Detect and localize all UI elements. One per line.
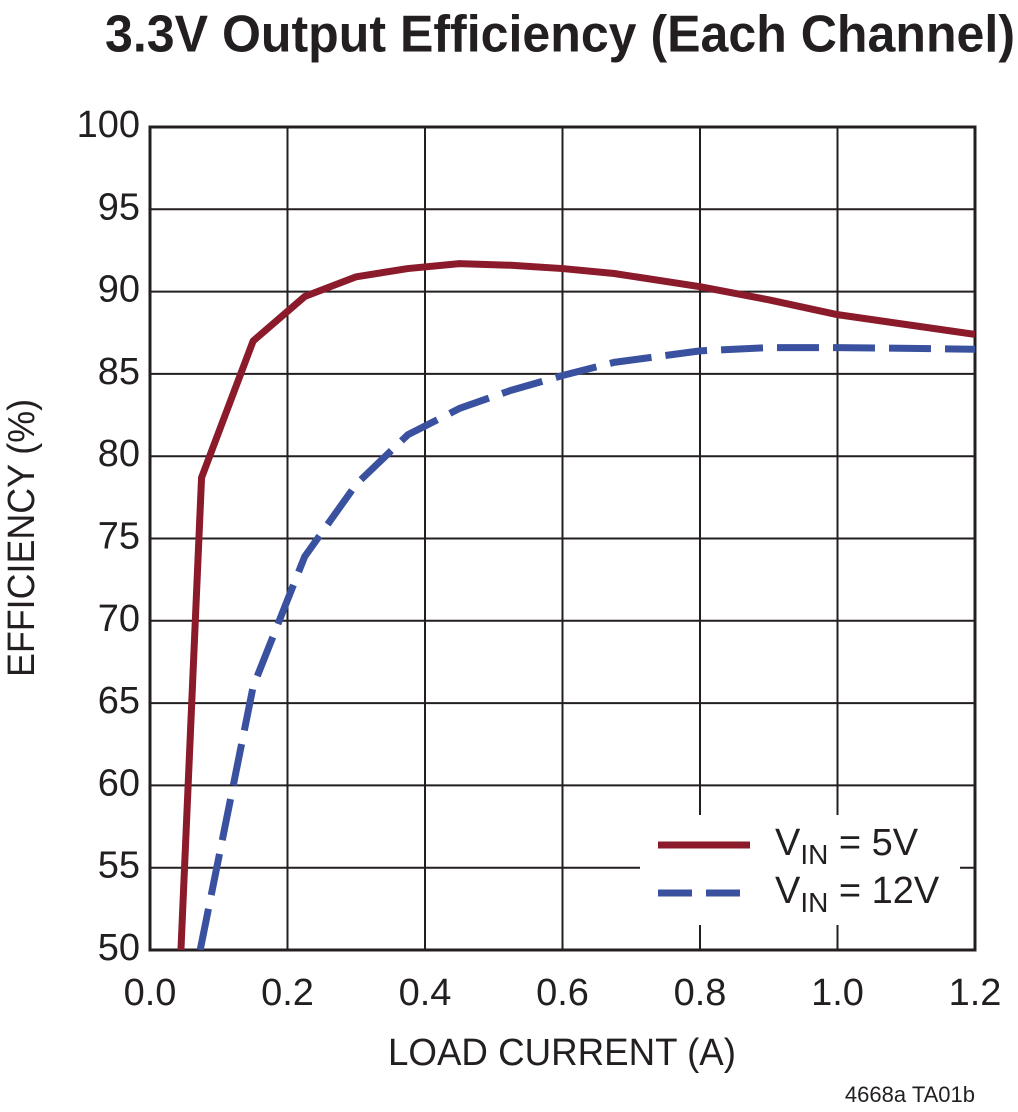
data-line <box>177 260 975 950</box>
legend-label: VIN = 12V <box>775 870 940 918</box>
x-tick-label: 0.4 <box>399 972 452 1014</box>
y-tick-label: 80 <box>98 433 140 475</box>
legend-label: VIN = 5V <box>775 822 919 870</box>
x-tick-label: 0.2 <box>261 972 314 1014</box>
y-tick-label: 70 <box>98 598 140 640</box>
y-tick-label: 55 <box>98 845 140 887</box>
x-tick-label: 0.6 <box>536 972 589 1014</box>
x-tick-label: 0.0 <box>124 972 177 1014</box>
x-tick-label: 0.8 <box>674 972 727 1014</box>
y-axis-title: EFFICIENCY (%) <box>1 399 43 677</box>
footnote: 4668a TA01b <box>845 1082 975 1107</box>
y-tick-label: 60 <box>98 762 140 804</box>
y-tick-label: 65 <box>98 680 140 722</box>
y-tick-label: 75 <box>98 516 140 558</box>
y-tick-label: 100 <box>77 104 140 146</box>
x-tick-label: 1.2 <box>949 972 1002 1014</box>
y-tick-label: 50 <box>98 927 140 969</box>
x-axis-title: LOAD CURRENT (A) <box>388 1032 736 1074</box>
y-tick-label: 85 <box>98 351 140 393</box>
y-tick-label: 90 <box>98 269 140 311</box>
chart-title: 3.3V Output Efficiency (Each Channel) <box>105 6 1015 64</box>
y-tick-label: 95 <box>98 186 140 228</box>
plot-frame <box>148 125 977 952</box>
data-line <box>196 344 975 950</box>
legend-box <box>640 815 960 925</box>
x-tick-label: 1.0 <box>811 972 864 1014</box>
